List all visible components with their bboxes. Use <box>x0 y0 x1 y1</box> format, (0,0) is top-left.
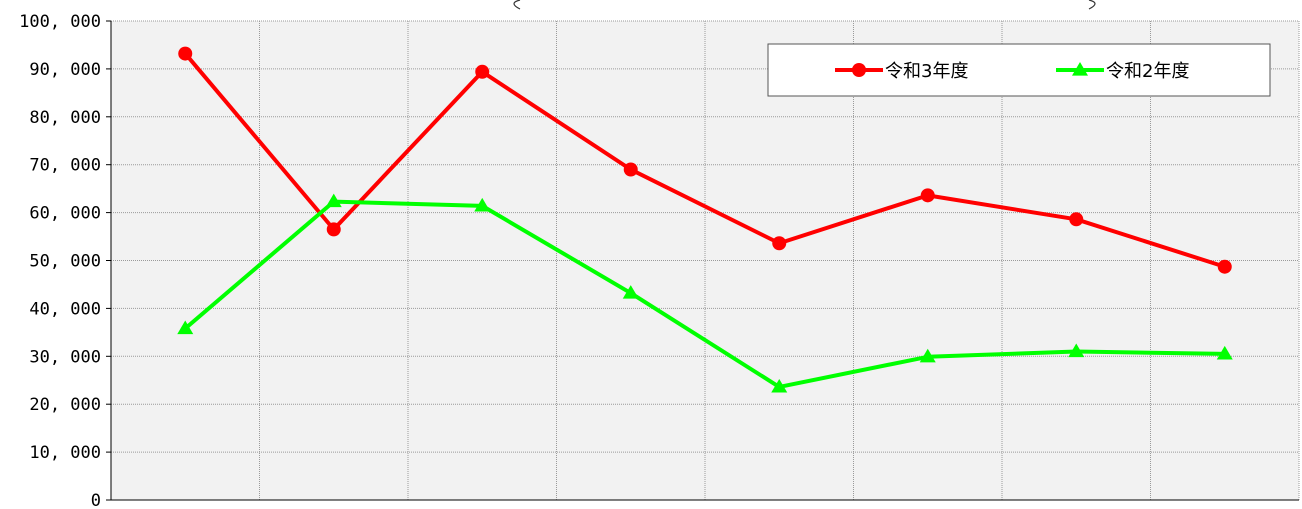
y-tick-label: 30, 000 <box>29 347 101 367</box>
y-tick-label: 60, 000 <box>29 204 101 224</box>
data-point <box>772 236 787 251</box>
legend-marker <box>852 63 866 77</box>
y-tick-label: 10, 000 <box>29 443 101 463</box>
data-point <box>177 320 194 335</box>
data-point <box>474 197 491 212</box>
data-point <box>771 378 788 393</box>
data-point <box>325 193 342 208</box>
title-bracket-right <box>1088 0 1096 10</box>
y-tick-label: 100, 000 <box>19 12 101 32</box>
series-layer <box>177 46 1233 393</box>
data-point <box>1068 343 1085 358</box>
legend-label: 令和3年度 <box>885 61 968 82</box>
data-point <box>178 46 193 61</box>
data-point <box>475 64 490 79</box>
y-tick-label: 20, 000 <box>29 395 101 415</box>
data-point <box>1217 259 1232 274</box>
y-tick-label: 90, 000 <box>29 60 101 80</box>
data-point <box>920 188 935 203</box>
y-axis-ticks: 0 10, 000 20, 000 30, 000 40, 000 50, 000 60, … <box>19 12 111 509</box>
data-point <box>1069 212 1084 227</box>
data-point <box>623 162 638 177</box>
data-point <box>622 285 639 299</box>
y-tick-label: 70, 000 <box>29 156 101 176</box>
series-triangle <box>177 193 1233 393</box>
data-point <box>919 348 936 363</box>
data-point <box>326 222 341 237</box>
y-tick-label: 50, 000 <box>29 252 101 272</box>
y-tick-label: 80, 000 <box>29 108 101 128</box>
legend-marker <box>1072 62 1088 76</box>
legend: 令和3年度 令和2年度 <box>767 43 1271 97</box>
legend-label: 令和2年度 <box>1106 61 1189 82</box>
y-tick-label: 0 <box>91 491 101 509</box>
gridlines <box>111 20 1300 500</box>
title-bracket-left <box>513 0 521 10</box>
series-line <box>183 199 1225 389</box>
data-point <box>1216 345 1233 360</box>
y-tick-label: 40, 000 <box>29 299 101 319</box>
